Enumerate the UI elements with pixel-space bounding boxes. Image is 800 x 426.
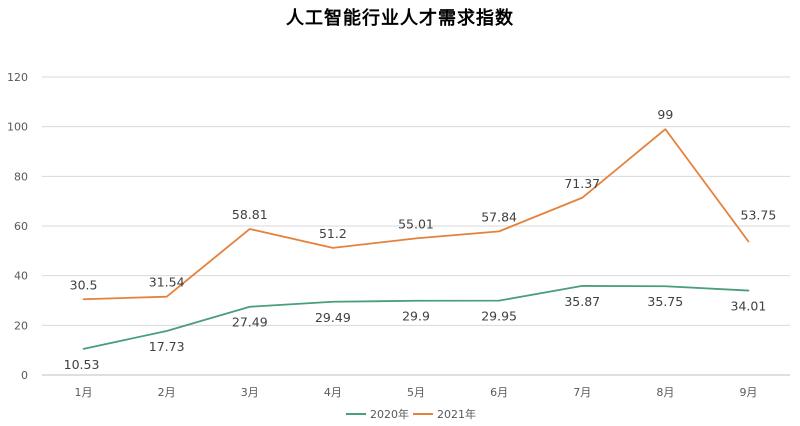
data-labels: 10.53 17.73 27.49 29.49 29.9 29.95 35.87 35.75 3… <box>64 107 777 372</box>
series-lines <box>82 128 750 350</box>
x-axis-ticks: 1月 2月 3月 4月 5月 6月 7月 8月 9月 <box>75 386 758 399</box>
data-label: 71.37 <box>564 176 600 191</box>
x-tick-label: 8月 <box>656 386 674 399</box>
x-tick-label: 6月 <box>490 386 508 399</box>
x-tick-label: 7月 <box>573 386 591 399</box>
data-label: 34.01 <box>731 299 767 314</box>
data-label: 27.49 <box>232 315 268 330</box>
data-label: 10.53 <box>64 357 100 372</box>
data-label: 30.5 <box>70 277 98 292</box>
data-label: 17.73 <box>149 339 185 354</box>
data-label: 57.84 <box>481 209 517 224</box>
y-tick-label: 40 <box>14 270 28 283</box>
legend-label: 2020年 <box>370 407 409 421</box>
x-tick-label: 4月 <box>324 386 342 399</box>
gridlines <box>42 76 790 376</box>
data-label: 99 <box>657 107 673 122</box>
data-label: 31.54 <box>149 275 185 290</box>
x-tick-label: 1月 <box>75 386 93 399</box>
series-line-1 <box>82 128 750 301</box>
y-tick-label: 20 <box>14 319 28 332</box>
x-tick-label: 5月 <box>407 386 425 399</box>
data-label: 51.2 <box>319 226 347 241</box>
y-tick-label: 60 <box>14 220 28 233</box>
legend-label: 2021年 <box>437 407 476 421</box>
data-label: 29.95 <box>481 309 517 324</box>
chart-title: 人工智能行业人才需求指数 <box>286 8 514 29</box>
data-label: 35.75 <box>647 294 683 309</box>
y-tick-label: 80 <box>14 170 28 183</box>
data-label: 35.87 <box>564 294 600 309</box>
data-label: 53.75 <box>741 208 777 223</box>
y-axis-ticks: 0 20 40 60 80 100 120 <box>7 71 28 382</box>
y-tick-label: 120 <box>7 71 28 84</box>
data-label: 55.01 <box>398 216 434 231</box>
x-tick-label: 3月 <box>241 386 259 399</box>
y-tick-label: 0 <box>21 369 28 382</box>
x-tick-label: 2月 <box>158 386 176 399</box>
series-line-0 <box>82 285 750 350</box>
x-tick-label: 9月 <box>739 386 757 399</box>
legend: 2020年 2021年 <box>346 407 476 421</box>
data-label: 58.81 <box>232 207 268 222</box>
y-tick-label: 100 <box>7 121 28 134</box>
data-label: 29.49 <box>315 310 351 325</box>
data-label: 29.9 <box>402 309 430 324</box>
